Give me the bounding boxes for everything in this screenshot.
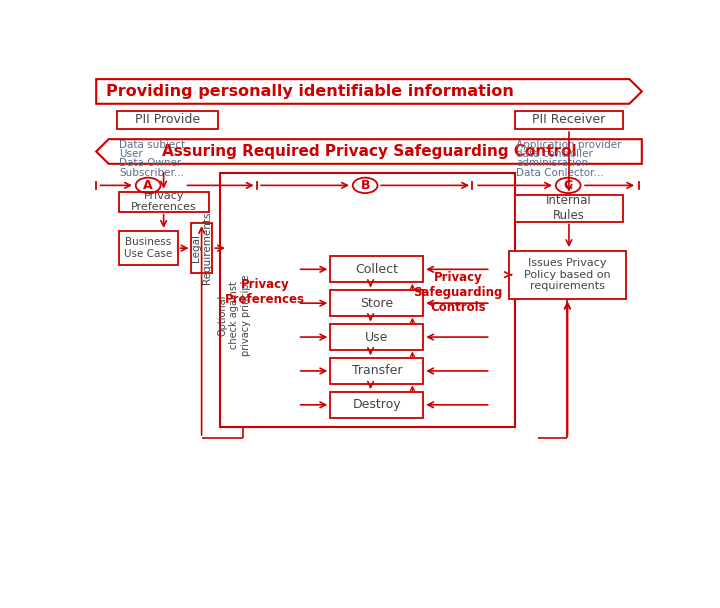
- Bar: [330, 290, 423, 316]
- Text: Destroy: Destroy: [352, 398, 401, 412]
- Text: Optional
check against
privacy principle: Optional check against privacy principle: [217, 275, 251, 356]
- Text: data controller: data controller: [516, 149, 593, 159]
- Text: Use: Use: [365, 331, 388, 344]
- Text: Data subject: Data subject: [120, 140, 186, 150]
- Text: Collect: Collect: [355, 263, 398, 276]
- Bar: [330, 256, 423, 282]
- Bar: [120, 192, 209, 212]
- Text: Application provider: Application provider: [516, 140, 622, 150]
- Text: Privacy
Preferences: Privacy Preferences: [131, 191, 197, 212]
- Text: Legal
Requirements: Legal Requirements: [191, 212, 212, 285]
- Text: Providing personally identifiable information: Providing personally identifiable inform…: [106, 84, 513, 99]
- Bar: [117, 111, 218, 129]
- Text: Subscriber...: Subscriber...: [120, 168, 184, 178]
- Text: Business
Use Case: Business Use Case: [125, 237, 173, 259]
- Bar: [220, 173, 515, 427]
- Text: Privacy
Preferences: Privacy Preferences: [225, 278, 305, 306]
- Text: Store: Store: [360, 297, 393, 309]
- Text: A: A: [143, 179, 153, 192]
- Text: B: B: [361, 179, 370, 192]
- Bar: [330, 324, 423, 350]
- Text: Privacy
Safeguarding
Controls: Privacy Safeguarding Controls: [413, 271, 503, 314]
- Text: Data Conlector...: Data Conlector...: [516, 168, 604, 178]
- Text: PII Receiver: PII Receiver: [532, 114, 606, 126]
- Text: Internal
Rules: Internal Rules: [546, 194, 592, 222]
- Text: C: C: [564, 179, 572, 192]
- Bar: [515, 111, 624, 129]
- Text: User: User: [120, 149, 143, 159]
- Bar: [515, 195, 624, 221]
- Text: PII Provide: PII Provide: [135, 114, 200, 126]
- Bar: [508, 251, 626, 299]
- Text: Transfer: Transfer: [351, 364, 402, 378]
- Bar: [191, 223, 212, 273]
- Bar: [330, 358, 423, 384]
- Text: Data Owner: Data Owner: [120, 159, 181, 168]
- Bar: [330, 392, 423, 418]
- Text: adminisration: adminisration: [516, 159, 588, 168]
- Text: Issues Privacy
Policy based on
requirements: Issues Privacy Policy based on requireme…: [524, 258, 611, 291]
- Text: Assuring Required Privacy Safeguarding Control: Assuring Required Privacy Safeguarding C…: [162, 144, 576, 159]
- Bar: [120, 231, 178, 266]
